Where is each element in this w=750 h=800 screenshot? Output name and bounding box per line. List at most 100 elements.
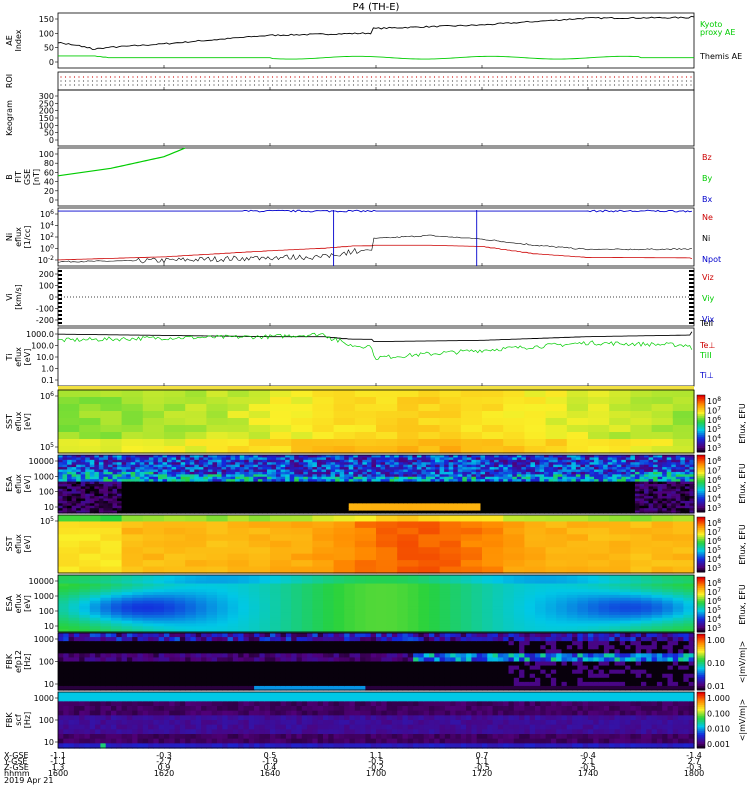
esa1-cell: [666, 498, 672, 502]
esa2-cell: [164, 577, 176, 582]
esa1-cell: [480, 469, 486, 473]
esa1-cell: [589, 462, 595, 466]
esa1-cell: [625, 455, 631, 459]
esa2-cell: [217, 620, 229, 625]
sst1-cell: [79, 411, 101, 419]
esa1-cell: [666, 457, 672, 461]
roi-dot: [123, 84, 125, 86]
sst1-cell: [79, 397, 101, 405]
esa1-cell: [407, 493, 413, 497]
esa1-cell: [607, 467, 613, 471]
esa1-cell: [535, 486, 541, 490]
esa1-cell: [389, 481, 395, 485]
sst1-cell: [630, 404, 653, 412]
esa1-cell: [71, 498, 77, 502]
esa1-cell: [525, 474, 532, 478]
roi-dot: [181, 80, 184, 82]
esa1-cell: [625, 457, 631, 461]
sst1-cell: [503, 439, 525, 447]
esa1-cell: [203, 464, 209, 468]
esa1-cell: [176, 474, 182, 478]
esa1-cell: [544, 459, 550, 463]
sst2-cell: [206, 566, 229, 574]
esa1-cell: [235, 505, 241, 509]
esa1-cell: [471, 493, 477, 497]
esa1-cell: [603, 496, 609, 500]
esa1-cell: [157, 467, 164, 471]
esa1-cell: [648, 484, 654, 488]
esa1-cell: [316, 498, 323, 502]
esa2-cell: [68, 600, 80, 605]
sst2-cell: [609, 527, 631, 535]
esa1-cell: [157, 459, 164, 463]
esa1-cell: [544, 491, 550, 495]
esa1-cell: [153, 464, 159, 468]
esa1-cell: [212, 469, 218, 473]
esa2-cell: [89, 580, 101, 585]
roi-dot: [105, 84, 107, 86]
esa1-cell: [675, 479, 681, 483]
esa1-cell: [312, 464, 318, 468]
esa1-cell: [571, 462, 577, 466]
esa2-cell: [217, 617, 229, 622]
esa1-cell: [603, 500, 609, 504]
esa1-cell: [421, 481, 427, 485]
sst1-cell: [79, 390, 101, 398]
esa1-cell: [639, 488, 645, 492]
esa1-cell: [503, 462, 509, 466]
esa1-cell: [121, 474, 127, 478]
esa1-cell: [276, 510, 282, 514]
esa1-cell: [657, 498, 663, 502]
esa1-cell: [448, 474, 454, 478]
esa1-cell: [680, 462, 686, 466]
esa1-cell: [221, 469, 227, 473]
bfield-tick-label: 60: [44, 168, 54, 177]
esa1-cell: [226, 491, 232, 495]
esa2-cell: [79, 603, 91, 607]
esa2-cell: [259, 620, 271, 625]
esa1-cell: [480, 500, 486, 504]
sst2-cell: [185, 560, 207, 568]
esa2-cell: [291, 620, 303, 625]
esa1-cell: [462, 500, 468, 504]
esa1-cell: [185, 481, 191, 485]
roi-dot: [586, 84, 589, 86]
sst2-cell: [439, 566, 462, 574]
esa1-cell: [485, 488, 491, 492]
sst2-cell: [333, 534, 356, 542]
esa2-cell: [217, 586, 229, 590]
esa1-cell: [453, 500, 459, 504]
sst1-cell: [185, 432, 207, 440]
esa1-cell: [153, 500, 159, 504]
esa1-cell: [376, 462, 382, 466]
esa1-cell: [139, 464, 145, 468]
esa1-cell: [444, 467, 450, 471]
esa1-cell: [126, 457, 132, 461]
esa1-cell: [462, 496, 468, 500]
esa2-cell: [248, 626, 260, 630]
esa1-cell: [535, 481, 541, 485]
sst2-cell: [164, 547, 186, 555]
esa1-cell: [653, 510, 659, 514]
esa1-cell: [421, 469, 427, 473]
esa1-cell: [412, 469, 418, 473]
esa2-cell: [270, 594, 282, 599]
sst1-cell: [630, 432, 653, 440]
esa1-cell: [539, 469, 545, 473]
roi-dot: [510, 80, 512, 82]
sst2-cell: [79, 540, 101, 548]
esa1-cell: [639, 503, 645, 507]
esa1-cell: [103, 508, 109, 512]
esa1-cell: [466, 496, 472, 500]
esa1-cell: [689, 459, 695, 463]
esa1-cell: [71, 510, 77, 514]
roi-dot: [415, 76, 418, 78]
roi-dot: [514, 84, 517, 86]
roi-dot: [654, 80, 656, 82]
esa1-cell: [639, 498, 645, 502]
esa1-cell: [235, 488, 241, 492]
esa1-cell: [439, 471, 445, 475]
esa1-cell: [253, 486, 259, 490]
roi-dot: [505, 76, 508, 78]
